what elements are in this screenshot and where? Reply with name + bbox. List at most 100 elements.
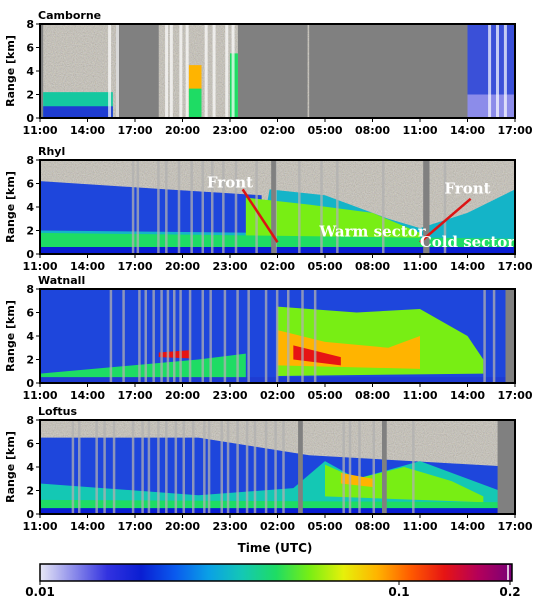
front-line: [419, 197, 472, 244]
noise-spike: [209, 289, 212, 383]
x-tick-label: 14:00: [450, 520, 485, 533]
y-axis-title: Range [km]: [4, 300, 17, 372]
noise-spike: [204, 24, 208, 118]
x-tick-label: 08:00: [355, 389, 390, 402]
y-tick-label: 8: [26, 154, 34, 167]
noise-spike: [211, 160, 214, 254]
noise-spike: [443, 160, 447, 254]
noise-spike: [372, 420, 375, 514]
x-tick-label: 11:00: [402, 520, 437, 533]
noise-spike: [190, 160, 193, 254]
x-tick-label: 08:00: [355, 260, 390, 273]
x-tick-label: 17:00: [117, 260, 152, 273]
panel-camborne: Camborne 0 2 4 6 8 Range [km] 11:00 14:00 17:00 20…: [4, 9, 533, 137]
x-tick-label: 11:00: [402, 124, 437, 137]
boundary-layer: [467, 94, 515, 118]
noise-spike: [165, 24, 169, 118]
aerosol-layer: [245, 197, 420, 245]
missing-block: [423, 160, 430, 254]
x-tick-label: 17:00: [497, 260, 532, 273]
noise-spike: [336, 160, 339, 254]
noise-spike: [225, 24, 229, 118]
noise-spike: [222, 160, 225, 254]
x-tick-label: 11:00: [22, 389, 57, 402]
noise-spike: [131, 160, 135, 254]
x-tick-label: 17:00: [497, 124, 532, 137]
panel-title: Watnall: [38, 274, 85, 287]
noise-spike: [231, 24, 235, 118]
noise-spike: [157, 420, 160, 514]
noise-spike: [226, 420, 230, 514]
missing-block: [116, 24, 159, 118]
x-tick-label: 02:00: [260, 260, 295, 273]
missing-block: [309, 24, 468, 118]
x-tick-label: 17:00: [497, 389, 532, 402]
colorbar-mid-label: 0.1: [388, 585, 409, 599]
noise-spike: [185, 24, 189, 118]
noise-spike: [275, 289, 279, 383]
missing-block: [40, 24, 44, 118]
noise-spike: [287, 289, 290, 383]
noise-spike: [174, 420, 178, 514]
noise-spike: [496, 24, 499, 118]
noise-spike: [358, 420, 361, 514]
noise-spike: [173, 289, 176, 383]
noise-spike: [201, 160, 204, 254]
x-tick-label: 05:00: [307, 520, 342, 533]
missing-block: [298, 420, 303, 514]
noise-spike: [169, 24, 173, 118]
noise-spike: [136, 160, 140, 254]
panel-loftus: Loftus 0 2 4 6 8 Range [km] 11:00 14:00 17:00 20:0…: [4, 405, 533, 533]
x-tick-label: 14:00: [70, 520, 105, 533]
y-tick-label: 0: [26, 377, 34, 390]
noise-spike: [166, 289, 170, 383]
y-tick-label: 6: [26, 438, 34, 451]
y-tick-label: 8: [26, 414, 34, 427]
noise-spike: [103, 420, 106, 514]
noise-spike: [108, 24, 112, 118]
y-tick-label: 4: [26, 330, 34, 343]
y-tick-label: 2: [26, 89, 34, 102]
noise-spike: [223, 289, 227, 383]
noise-spike: [264, 420, 268, 514]
noise-spike: [313, 289, 317, 383]
x-tick-label: 05:00: [307, 389, 342, 402]
noise-spike: [95, 420, 98, 514]
noise-spike: [282, 420, 285, 514]
noise-spike: [236, 289, 239, 383]
noise-spike: [177, 160, 181, 254]
noise-spike: [301, 289, 304, 383]
noise-spike: [152, 289, 155, 383]
noise-spike: [503, 24, 507, 118]
noise-spike: [71, 420, 75, 514]
x-tick-label: 17:00: [117, 124, 152, 137]
y-tick-label: 6: [26, 307, 34, 320]
y-axis-title: Range [km]: [4, 35, 17, 107]
noise-spike: [138, 289, 141, 383]
missing-block: [271, 160, 276, 254]
panel-watnall: Watnall 0 2 4 6 8 Range [km] 11:00 14:00 17:00 20:…: [4, 274, 533, 402]
noise-spike: [488, 24, 492, 118]
front-line: [241, 188, 279, 243]
noise-spike: [342, 420, 345, 514]
y-tick-label: 6: [26, 178, 34, 191]
aerosol-layer: [325, 464, 484, 503]
y-tick-label: 8: [26, 18, 34, 31]
y-axis-title: Range [km]: [4, 431, 17, 503]
colorbar-max-label: 0.2: [499, 585, 520, 599]
x-tick-label: 23:00: [212, 389, 247, 402]
x-tick-label: 08:00: [355, 124, 390, 137]
missing-block: [497, 420, 515, 514]
x-tick-label: 11:00: [22, 520, 57, 533]
noise-spike: [122, 289, 125, 383]
x-tick-label: 11:00: [22, 260, 57, 273]
noise-spike: [112, 420, 116, 514]
noise-spike: [144, 289, 147, 383]
x-tick-label: 17:00: [117, 520, 152, 533]
aerosol-layer: [293, 345, 341, 366]
noise-spike: [483, 289, 486, 383]
noise-spike: [157, 160, 160, 254]
x-tick-label: 11:00: [402, 389, 437, 402]
noise-spike: [348, 420, 352, 514]
x-tick-label: 02:00: [260, 124, 295, 137]
